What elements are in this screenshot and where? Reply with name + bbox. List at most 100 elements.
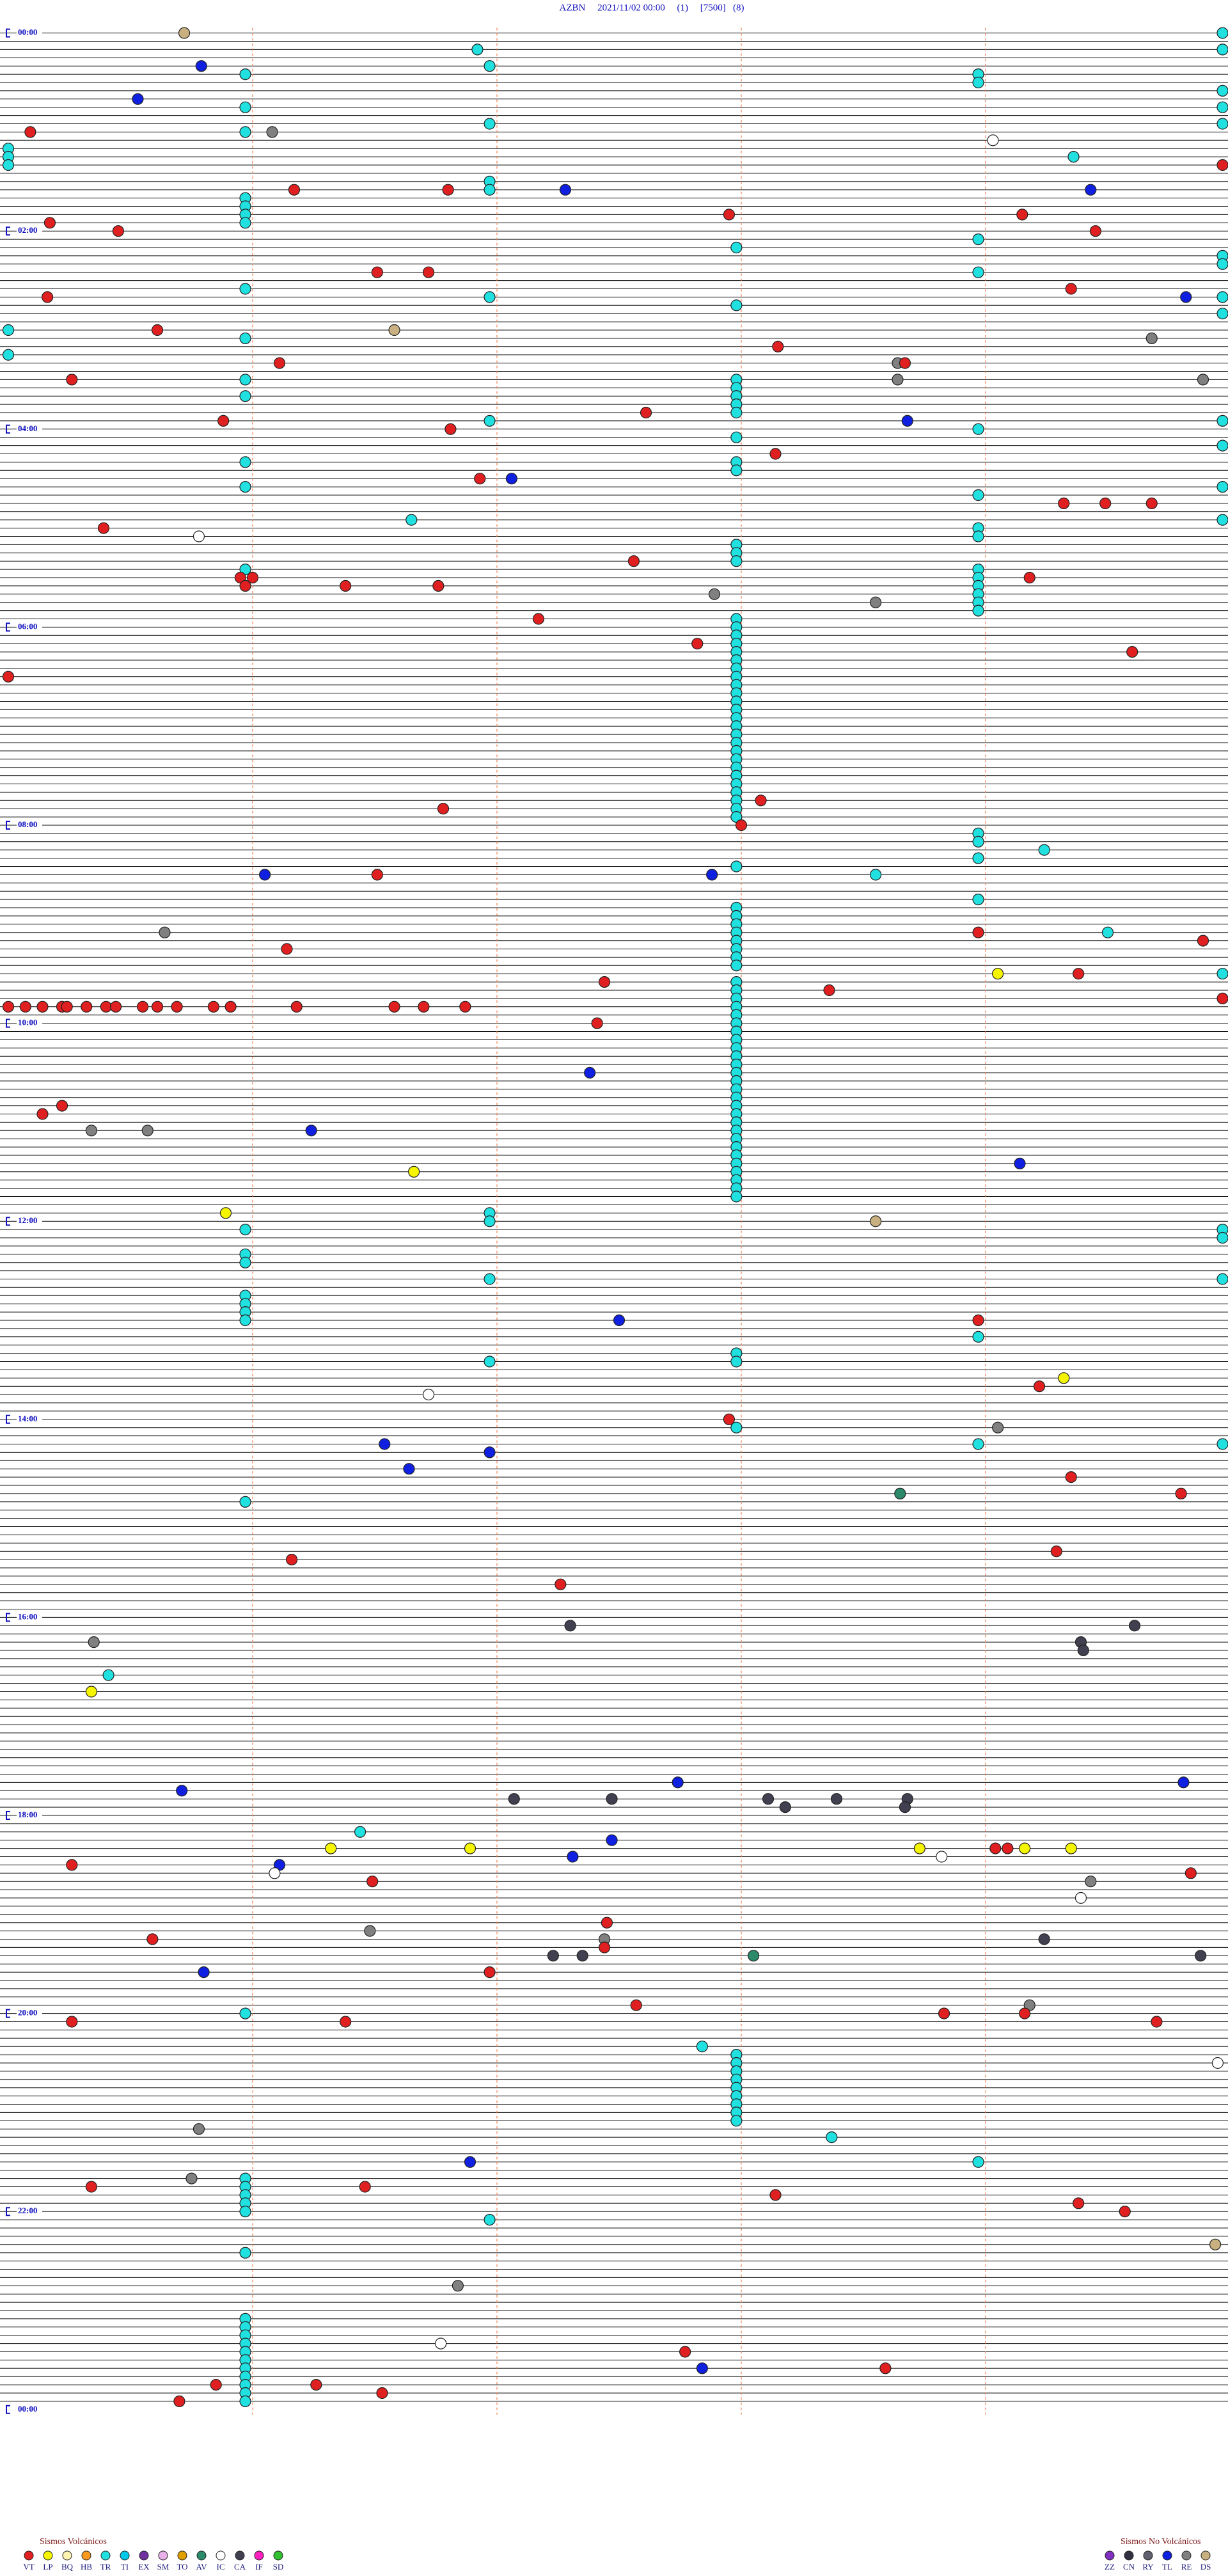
event-marker (19, 1000, 31, 1013)
event-marker (66, 2016, 78, 2028)
legend-swatch (62, 2550, 72, 2561)
event-marker (730, 1421, 743, 1434)
event-marker (708, 588, 721, 600)
hour-marker (6, 1613, 10, 1622)
event-marker (508, 1793, 520, 1805)
event-marker (281, 943, 293, 955)
event-marker (1216, 439, 1228, 452)
legend-swatch (1124, 2550, 1134, 2561)
event-marker (185, 2172, 198, 2185)
event-marker (1216, 1438, 1228, 1450)
legend-swatch (273, 2550, 283, 2561)
event-marker (972, 852, 984, 864)
event-marker (972, 530, 984, 542)
event-marker (239, 126, 251, 138)
event-marker (464, 2156, 476, 2168)
event-marker (1033, 1380, 1046, 1393)
event-marker (972, 893, 984, 906)
legend-title: Sismos No Volcánicos (1121, 2537, 1201, 2547)
hour-marker (6, 1217, 10, 1226)
event-marker (340, 2016, 352, 2028)
legend-code: IF (255, 2562, 263, 2572)
event-marker (730, 406, 743, 419)
event-marker (1073, 2197, 1085, 2209)
event-marker (239, 456, 251, 468)
legend-code: DS (1200, 2562, 1211, 2572)
event-marker (484, 1215, 496, 1228)
legend-swatch (235, 2550, 245, 2561)
event-marker (772, 340, 784, 352)
legend-swatch (1181, 2550, 1192, 2561)
event-marker (696, 2041, 708, 2053)
event-marker (239, 580, 251, 592)
event-marker (239, 332, 251, 345)
event-marker (1145, 497, 1158, 510)
event-marker (239, 217, 251, 229)
event-marker (36, 1108, 49, 1120)
event-marker (972, 2156, 984, 2168)
event-marker (1216, 101, 1228, 113)
event-marker (972, 1438, 984, 1450)
hour-label: 02:00 (18, 225, 37, 235)
event-marker (1216, 992, 1228, 1004)
event-marker (899, 1801, 911, 1813)
event-marker (901, 415, 913, 427)
hour-marker (6, 2207, 10, 2216)
event-marker (1038, 844, 1050, 856)
event-marker (2, 349, 15, 361)
event-marker (630, 1999, 642, 2011)
hour-label: 22:00 (18, 2206, 37, 2215)
event-marker (305, 1125, 317, 1137)
event-marker (484, 2214, 496, 2226)
event-marker (613, 1314, 626, 1327)
legend-code: TI (121, 2562, 129, 2572)
event-marker (435, 2337, 447, 2350)
event-marker (972, 1331, 984, 1343)
legend-swatch (196, 2550, 207, 2561)
hour-label-bg (17, 1018, 42, 1028)
legend-code: SD (273, 2562, 284, 2572)
event-marker (193, 530, 205, 542)
event-marker (730, 960, 743, 972)
hour-label-bg (17, 2009, 42, 2018)
event-marker (730, 299, 743, 312)
hour-label: 06:00 (18, 621, 37, 631)
event-marker (442, 184, 454, 196)
event-marker (484, 60, 496, 72)
event-marker (735, 819, 748, 832)
event-marker (484, 291, 496, 303)
event-marker (239, 2395, 251, 2407)
event-marker (991, 968, 1004, 980)
event-marker (567, 1851, 579, 1863)
event-marker (1216, 291, 1228, 303)
event-marker (1195, 1950, 1207, 1962)
event-marker (1216, 258, 1228, 270)
event-marker (672, 1776, 684, 1789)
event-marker (112, 225, 124, 237)
hour-label-bg (17, 1613, 42, 1622)
event-marker (627, 555, 640, 567)
event-marker (972, 489, 984, 502)
event-marker (464, 1842, 476, 1854)
hour-marker (6, 622, 10, 632)
event-marker (239, 1223, 251, 1236)
event-marker (987, 134, 999, 146)
event-marker (1014, 1157, 1026, 1170)
event-marker (137, 1000, 149, 1013)
event-marker (422, 1389, 435, 1401)
event-marker (43, 217, 56, 229)
event-marker (484, 1355, 496, 1368)
event-marker (239, 1256, 251, 1268)
event-marker (246, 571, 259, 584)
event-marker (1065, 1471, 1077, 1483)
event-marker (207, 1000, 219, 1013)
event-marker (1216, 415, 1228, 427)
event-marker (532, 613, 545, 625)
event-marker (2, 670, 15, 683)
event-marker (606, 1793, 618, 1805)
event-marker (286, 1554, 298, 1566)
event-marker (56, 1100, 68, 1112)
hour-marker (6, 2405, 10, 2414)
event-marker (432, 580, 445, 592)
legend-swatch (1105, 2550, 1115, 2561)
